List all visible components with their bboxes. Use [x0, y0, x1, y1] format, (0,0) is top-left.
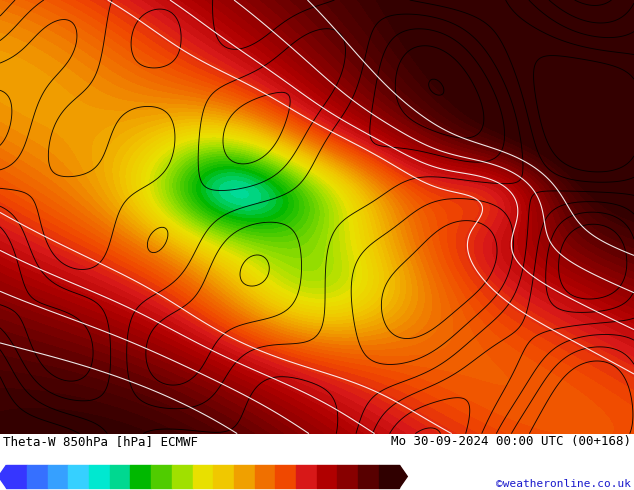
Bar: [378, 465, 399, 488]
Bar: [89, 465, 110, 488]
Bar: [255, 465, 275, 488]
Bar: [316, 465, 337, 488]
Bar: [68, 465, 89, 488]
Bar: [337, 465, 358, 488]
Bar: [27, 465, 48, 488]
Text: Theta-W 850hPa [hPa] ECMWF: Theta-W 850hPa [hPa] ECMWF: [3, 435, 198, 448]
Bar: [48, 465, 68, 488]
Bar: [193, 465, 213, 488]
Bar: [172, 465, 193, 488]
Polygon shape: [399, 465, 407, 488]
Bar: [151, 465, 172, 488]
Bar: [213, 465, 234, 488]
Bar: [358, 465, 378, 488]
Bar: [234, 465, 255, 488]
Bar: [6, 465, 27, 488]
Bar: [131, 465, 151, 488]
Bar: [296, 465, 316, 488]
Text: ©weatheronline.co.uk: ©weatheronline.co.uk: [496, 479, 631, 489]
Polygon shape: [0, 465, 6, 488]
Bar: [275, 465, 296, 488]
Text: Mo 30-09-2024 00:00 UTC (00+168): Mo 30-09-2024 00:00 UTC (00+168): [391, 435, 631, 448]
Bar: [110, 465, 131, 488]
